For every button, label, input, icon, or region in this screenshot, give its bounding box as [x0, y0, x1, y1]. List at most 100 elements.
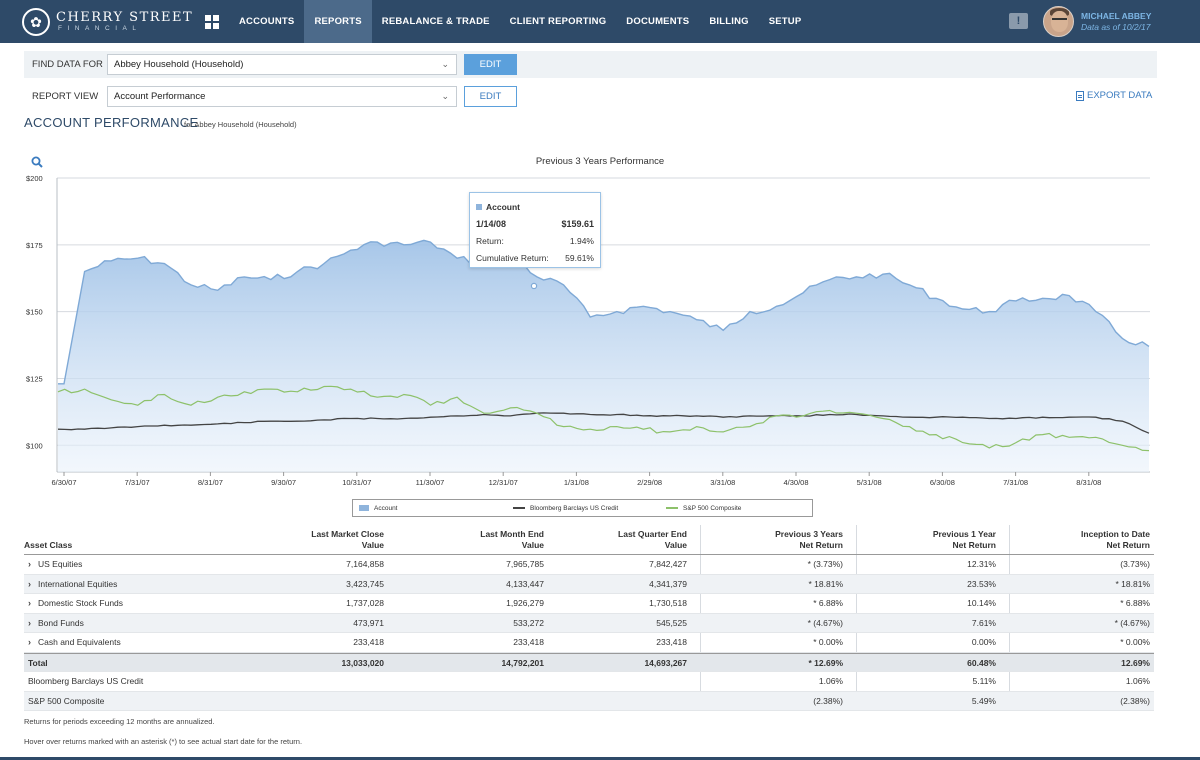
x-tick-label: 9/30/07 — [271, 478, 296, 487]
x-tick-label: 6/30/08 — [930, 478, 955, 487]
legend-label-account: Account — [374, 504, 398, 512]
row-label: US Equities — [38, 559, 83, 569]
legend-item-account[interactable]: Account — [359, 500, 398, 516]
top-nav-bar: ✿ CHERRY STREET FINANCIAL ACCOUNTS REPORT… — [0, 0, 1200, 43]
report-view-select[interactable]: Account Performance ⌄ — [107, 86, 457, 107]
table-row[interactable]: › International Equities 3,423,745 4,133,44… — [24, 574, 1154, 594]
legend-swatch-account — [359, 505, 369, 511]
export-data-label: EXPORT DATA — [1087, 90, 1153, 101]
x-tick-label: 7/31/08 — [1003, 478, 1028, 487]
cell-value[interactable]: * 0.00% — [813, 637, 843, 647]
table-cell: 1,737,028 — [254, 594, 384, 613]
table-cell: (2.38%) — [700, 692, 843, 711]
cell-value: 10.14% — [967, 598, 996, 608]
column-header-line: Net Return — [1106, 540, 1150, 550]
cell-value: 13,033,020 — [341, 657, 384, 668]
cell-value: 233,418 — [353, 637, 384, 647]
row-label: Total — [28, 657, 48, 668]
cell-value[interactable]: * 12.69% — [808, 657, 844, 668]
column-header[interactable]: Previous 1 Year Net Return — [856, 529, 996, 551]
series-sp500-line[interactable] — [57, 385, 1150, 452]
column-header[interactable]: Asset Class — [24, 540, 254, 551]
table-cell: 473,971 — [254, 614, 384, 633]
table-cell: S&P 500 Composite — [28, 692, 254, 711]
tooltip-date: 1/14/08 — [476, 219, 507, 229]
table-cell: › International Equities — [28, 575, 254, 594]
series-account-line[interactable] — [58, 239, 1150, 385]
table-row[interactable]: › US Equities 7,164,858 7,965,785 7,842,427 *… — [24, 555, 1154, 575]
column-header[interactable]: Previous 3 Years Net Return — [700, 529, 843, 551]
cell-value[interactable]: * 18.81% — [808, 578, 844, 589]
chevron-right-icon[interactable]: › — [28, 559, 31, 569]
zoom-icon[interactable] — [31, 156, 43, 168]
export-data-link[interactable]: EXPORT DATA — [1076, 90, 1152, 101]
chart-title: Previous 3 Years Performance — [535, 156, 665, 167]
annualized-note: Returns for periods exceeding 12 months … — [24, 717, 215, 726]
row-label: Bond Funds — [38, 617, 84, 628]
nav-item-accounts[interactable]: ACCOUNTS — [239, 16, 295, 27]
cell-value[interactable]: * 0.00% — [1120, 637, 1150, 647]
cell-value: 545,525 — [656, 617, 687, 628]
performance-chart[interactable]: $200 $175 $150 $125 $100 6/30/07 7/31/07 8/31/0… — [0, 168, 1200, 498]
table-cell: * (4.67%) — [1009, 614, 1150, 633]
table-cell: * 6.88% — [700, 594, 843, 613]
table-row[interactable]: › Cash and Equivalents 233,418 233,418 233,4… — [24, 633, 1154, 653]
alert-message-icon[interactable]: ! — [1009, 13, 1028, 29]
apps-grid-icon[interactable] — [205, 15, 219, 29]
row-label: Cash and Equivalents — [38, 637, 121, 647]
column-header[interactable]: Last Month End Value — [384, 529, 544, 551]
nav-item-billing[interactable]: BILLING — [709, 16, 749, 27]
chevron-down-icon: ⌄ — [441, 59, 449, 69]
column-header-line: Last Market Close — [311, 529, 384, 539]
chevron-right-icon[interactable]: › — [28, 617, 31, 628]
table-cell: * 0.00% — [700, 633, 843, 652]
legend-item-sp500[interactable]: S&P 500 Composite — [666, 500, 741, 516]
table-header-row: Asset Class Last Market Close Value Last Mo… — [24, 525, 1154, 555]
cell-value[interactable]: * 6.88% — [1120, 598, 1150, 608]
table-row[interactable]: › Bond Funds 473,971 533,272 545,525 * (4.67%… — [24, 613, 1154, 633]
table-row[interactable]: › Domestic Stock Funds 1,737,028 1,926,279 1… — [24, 594, 1154, 614]
table-cell: 1.06% — [1009, 672, 1150, 691]
table-cell: 23.53% — [856, 575, 996, 594]
x-tick-label: 10/31/07 — [342, 478, 371, 487]
data-as-of-date: Data as of 10/2/17 — [1081, 22, 1151, 32]
x-tick-label: 5/31/08 — [857, 478, 882, 487]
table-cell: (2.38%) — [1009, 692, 1150, 711]
chevron-right-icon[interactable]: › — [28, 598, 31, 608]
cell-value: 1,926,279 — [506, 598, 544, 608]
table-cell: 14,693,267 — [544, 654, 687, 673]
edit-report-view-button[interactable]: EDIT — [464, 86, 517, 107]
chevron-right-icon[interactable]: › — [28, 637, 31, 647]
avatar[interactable] — [1043, 6, 1074, 37]
nav-item-setup[interactable]: SETUP — [768, 16, 802, 27]
user-name[interactable]: MICHAEL ABBEY — [1081, 11, 1152, 21]
chevron-right-icon[interactable]: › — [28, 578, 31, 589]
household-select[interactable]: Abbey Household (Household) ⌄ — [107, 54, 457, 75]
cell-value[interactable]: * (4.67%) — [807, 617, 843, 628]
column-header[interactable]: Inception to Date Net Return — [1009, 529, 1150, 551]
table-cell: 0.00% — [856, 633, 996, 652]
legend-swatch-sp500 — [666, 507, 678, 509]
column-header[interactable]: Last Quarter End Value — [544, 529, 687, 551]
cell-value: 7,965,785 — [506, 559, 544, 569]
brand-logo[interactable]: ✿ CHERRY STREET FINANCIAL — [22, 8, 193, 36]
cell-value: 473,971 — [353, 617, 384, 628]
column-header-line: Previous 3 Years — [775, 529, 843, 539]
column-header[interactable]: Last Market Close Value — [254, 529, 384, 551]
table-cell: 233,418 — [384, 633, 544, 652]
cell-value: 14,693,267 — [644, 657, 687, 668]
cell-value[interactable]: * 18.81% — [1115, 578, 1151, 589]
table-cell: 4,341,379 — [544, 575, 687, 594]
cell-value[interactable]: * (4.67%) — [1114, 617, 1150, 628]
cell-value[interactable]: * 6.88% — [813, 598, 843, 608]
x-tick-label: 11/30/07 — [416, 478, 445, 487]
nav-item-documents[interactable]: DOCUMENTS — [626, 16, 690, 27]
cell-value[interactable]: * (3.73%) — [807, 559, 843, 569]
nav-item-rebalance-trade[interactable]: REBALANCE & TRADE — [381, 16, 490, 27]
nav-item-client-reporting[interactable]: CLIENT REPORTING — [509, 16, 607, 27]
series-bloomberg-line[interactable] — [57, 412, 1150, 434]
table-cell: 1,730,518 — [544, 594, 687, 613]
legend-item-bloomberg[interactable]: Bloomberg Barclays US Credit — [513, 500, 618, 516]
nav-item-reports[interactable]: REPORTS — [304, 0, 372, 43]
edit-household-button[interactable]: EDIT — [464, 54, 517, 75]
